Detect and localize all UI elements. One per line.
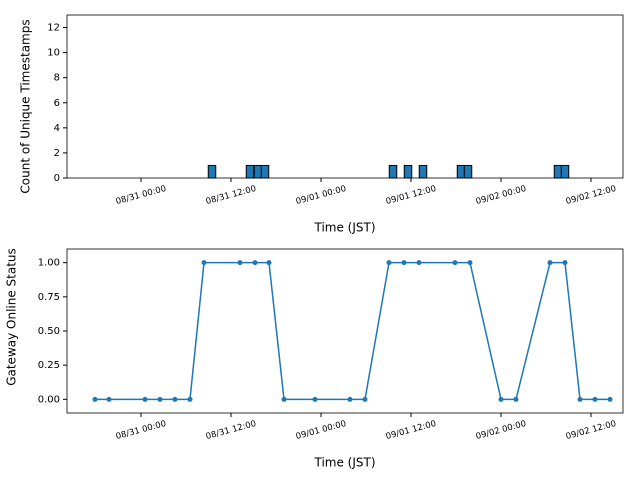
line [95, 261, 610, 401]
point [347, 396, 353, 402]
bar [245, 164, 255, 179]
point [416, 260, 422, 266]
y-tick-label: 10 [47, 48, 60, 59]
point [201, 260, 207, 266]
bar [388, 164, 398, 179]
point [157, 396, 163, 402]
point [187, 396, 193, 402]
x-tick-label: 08/31 12:00 [205, 184, 258, 207]
y-tick-label: 1.00 [38, 258, 60, 269]
x-tick-label: 08/31 00:00 [115, 419, 168, 442]
point [252, 260, 258, 266]
point [106, 396, 112, 402]
point [513, 396, 519, 402]
point [592, 396, 598, 402]
axes-frame [66, 248, 624, 414]
y-tick-label: 2 [54, 148, 60, 159]
y-tick-label: 0.75 [38, 292, 60, 303]
bar [418, 164, 428, 179]
bar [253, 164, 263, 179]
point [312, 396, 318, 402]
x-tick-label: 09/02 12:00 [565, 184, 618, 207]
bar [560, 164, 570, 179]
point [401, 260, 407, 266]
point [467, 260, 473, 266]
point [498, 396, 504, 402]
bar [260, 164, 270, 179]
point [266, 260, 272, 266]
point [142, 396, 148, 402]
x-tick-label: 08/31 12:00 [205, 419, 258, 442]
x-axis-label: Time (JST) [313, 221, 375, 235]
y-tick-label: 4 [54, 123, 60, 134]
x-tick-label: 09/01 00:00 [295, 184, 348, 207]
point [386, 260, 392, 266]
x-tick-label: 09/02 12:00 [565, 419, 618, 442]
x-tick-label: 09/01 12:00 [385, 419, 438, 442]
x-tick-label: 09/02 00:00 [475, 419, 528, 442]
point [281, 396, 287, 402]
x-tick-label: 09/01 00:00 [295, 419, 348, 442]
point [172, 396, 178, 402]
point [547, 260, 553, 266]
y-axis-label: Gateway Online Status [5, 248, 19, 386]
point [607, 396, 613, 402]
x-tick-label: 09/02 00:00 [475, 184, 528, 207]
bar [456, 164, 466, 179]
bar [403, 164, 413, 179]
point [237, 260, 243, 266]
point [562, 260, 568, 266]
point [362, 396, 368, 402]
y-tick-label: 0 [54, 173, 60, 184]
y-tick-label: 8 [54, 73, 60, 84]
x-tick-label: 09/01 12:00 [385, 184, 438, 207]
y-tick-label: 0.25 [38, 360, 60, 371]
point [452, 260, 458, 266]
axes-frame [66, 14, 624, 179]
point [577, 396, 583, 402]
bar [553, 164, 563, 179]
bar [207, 164, 217, 179]
y-tick-label: 6 [54, 98, 60, 109]
y-axis-label: Count of Unique Timestamps [19, 19, 33, 193]
x-tick-label: 08/31 00:00 [115, 184, 168, 207]
point [92, 396, 98, 402]
bar [463, 164, 473, 179]
y-tick-label: 12 [47, 23, 60, 34]
y-tick-label: 0.00 [38, 394, 60, 405]
y-tick-label: 0.50 [38, 326, 60, 337]
x-axis-label: Time (JST) [313, 456, 375, 470]
